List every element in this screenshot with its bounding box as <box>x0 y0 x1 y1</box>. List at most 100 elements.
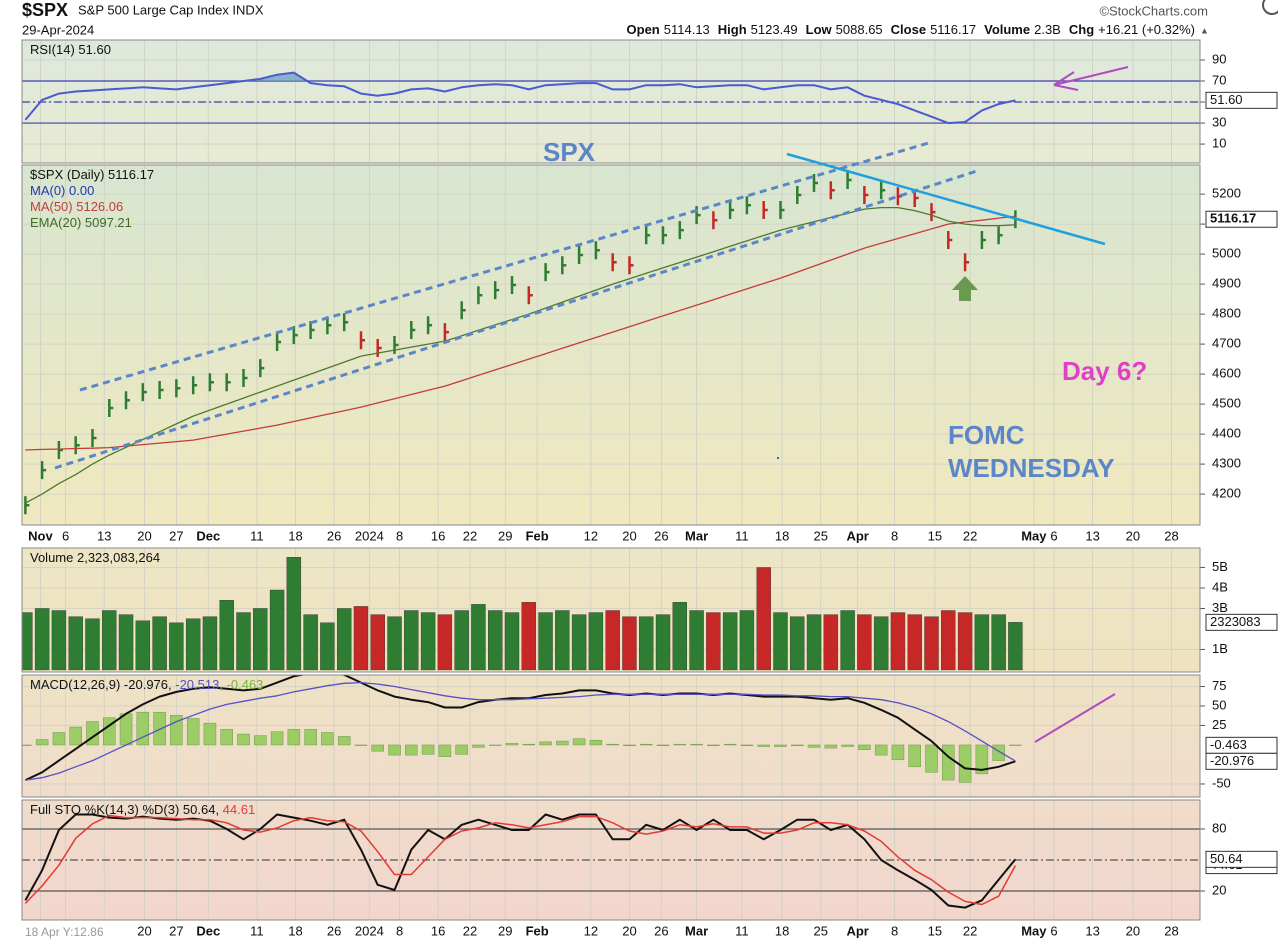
price-bar <box>376 339 382 357</box>
price-bar <box>762 201 768 219</box>
volume-bar <box>1008 622 1023 671</box>
histogram-bar <box>522 743 536 746</box>
histogram-bar <box>690 743 703 746</box>
plot-area <box>24 813 1017 909</box>
value-box-label: 5116.17 <box>1210 211 1256 226</box>
volume-bar <box>152 616 167 671</box>
histogram-bar <box>791 744 804 747</box>
panel: -50 25 50 75 MACD(12,26,9) -20.976, -20.513,… <box>21 674 1278 798</box>
histogram-bar <box>438 744 452 757</box>
stat-label: Volume <box>984 22 1030 37</box>
x-tick-label: 18 <box>288 528 302 543</box>
legend-text: MACD(12,26,9) -20.976, <box>30 677 172 692</box>
x-tick-label: 18 <box>775 923 789 938</box>
x-tick-label: 22 <box>963 923 977 938</box>
x-tick-label: 11 <box>735 528 749 543</box>
price-bar <box>745 196 751 215</box>
volume-bar <box>873 616 889 671</box>
price-stats: Open 5114.13 High 5123.49 Low 5088.65 Close 511… <box>627 22 1195 37</box>
volume-bar <box>907 614 922 671</box>
histogram-bar <box>656 744 670 747</box>
volume-bar <box>236 612 251 671</box>
legend-text: Full STO %K(14,3) %D(3) 50.64, <box>30 802 219 817</box>
value-box-label: 2323083 <box>1210 614 1261 629</box>
price-bar <box>158 381 164 399</box>
x-tick-label: Apr <box>846 923 868 938</box>
histogram-bar <box>388 744 401 756</box>
price-bar <box>259 359 265 378</box>
x-tick-label: 26 <box>327 528 341 543</box>
chart-base: 10 30 50 70 90 RSI(14) 51.60 51.60 4200 4300 4400… <box>21 39 1278 938</box>
y-tick-label: 4200 <box>1212 486 1241 501</box>
legend-text: RSI(14) 51.60 <box>30 42 111 57</box>
volume-bar <box>370 614 385 671</box>
histogram-bar <box>287 729 301 746</box>
price-bar <box>611 253 617 272</box>
price-bar <box>510 276 516 294</box>
volume-bar <box>286 557 302 671</box>
close-icon[interactable] <box>1262 0 1278 15</box>
purple-line <box>1034 693 1116 743</box>
legend-text: Volume 2,323,083,264 <box>30 550 160 565</box>
volume-bar <box>605 610 620 671</box>
x-tick-label: 18 <box>288 923 302 938</box>
x-tick-label: 6 <box>1050 923 1057 938</box>
price-bar <box>275 333 282 351</box>
y-tick-label: 30 <box>1212 114 1226 129</box>
x-tick-label: Dec <box>196 528 220 543</box>
x-tick-label: Feb <box>526 923 549 938</box>
price-bar <box>40 461 47 480</box>
y-tick-label: 4B <box>1212 579 1228 594</box>
x-tick-label: 18 <box>775 528 789 543</box>
x-tick-label: 28 <box>1164 923 1178 938</box>
histogram-bar <box>254 735 267 746</box>
histogram-bar <box>22 744 32 746</box>
plot-area <box>24 71 1016 125</box>
stat-label: Chg <box>1069 22 1094 37</box>
x-tick-label: 20 <box>137 923 151 938</box>
volume-bar <box>957 612 973 671</box>
panel-background <box>22 675 1200 797</box>
x-tick-label: 22 <box>463 923 477 938</box>
volume-bar <box>320 622 335 671</box>
histogram-bar <box>304 729 317 746</box>
stat-value: 5123.49 <box>751 22 798 37</box>
histogram-bar <box>958 744 972 783</box>
price-bar <box>141 383 147 402</box>
x-tick-label: 26 <box>654 923 668 938</box>
x-tick-label: Mar <box>685 923 708 938</box>
up-arrow: ▲ <box>1200 25 1209 35</box>
histogram-bar <box>774 744 787 747</box>
x-tick-label: Dec <box>196 923 220 938</box>
price-bar <box>728 201 735 219</box>
panel-border <box>21 164 1201 526</box>
price-bar <box>460 301 466 320</box>
volume-bar <box>353 606 369 671</box>
annotation-wednesday: WEDNESDAY <box>948 453 1115 483</box>
histogram-bar <box>455 744 468 755</box>
x-tick-label: 20 <box>1126 923 1140 938</box>
volume-bar <box>571 614 587 671</box>
y-tick-label: 5000 <box>1212 246 1241 261</box>
price-bar <box>594 241 600 260</box>
histogram-bar <box>556 740 569 746</box>
volume-bar <box>102 610 117 671</box>
x-tick-label: 27 <box>169 528 183 543</box>
y-tick-label: 20 <box>1212 882 1226 897</box>
price-bar <box>796 186 802 204</box>
x-tick-label: 25 <box>814 923 828 938</box>
volume-bar <box>387 616 402 671</box>
histogram-bar <box>807 744 821 748</box>
volume-bar <box>773 612 788 671</box>
y-tick-label: 4300 <box>1212 456 1241 471</box>
volume-bar <box>504 612 520 671</box>
histogram-bar <box>975 744 989 775</box>
x-tick-label: 13 <box>1085 923 1099 938</box>
x-tick-label: 22 <box>463 528 477 543</box>
y-tick-label: 75 <box>1212 678 1226 693</box>
x-tick-label: 20 <box>1126 528 1140 543</box>
price-bar <box>846 171 852 189</box>
volume-bar <box>34 608 50 671</box>
